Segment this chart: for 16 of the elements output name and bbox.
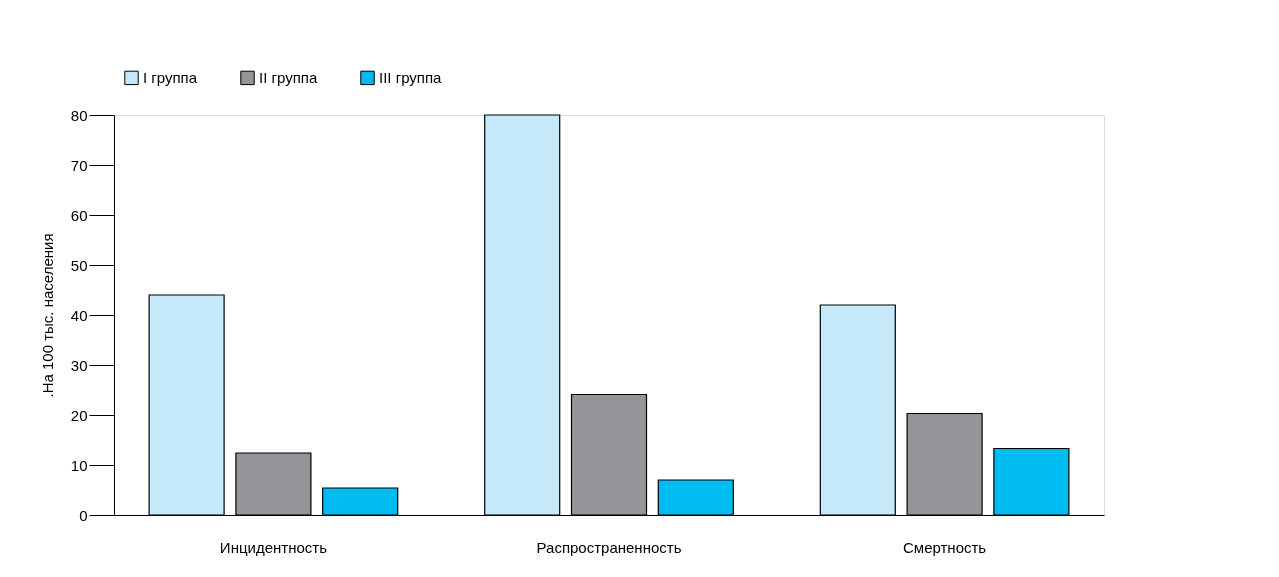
y-tick-label: 40 [70,306,88,324]
legend-label: II группа [259,68,318,86]
y-tick-label: 30 [70,356,88,374]
legend-label: I группа [143,68,198,86]
y-tick-label: 80 [70,106,88,124]
legend-label: III группа [379,68,443,86]
y-tick-label: 20 [70,406,88,424]
y-axis-title: .На 100 тыс. населения [38,233,56,398]
y-tick-label: 0 [79,506,88,524]
y-tick-label: 60 [70,206,88,224]
x-tick-label: Распространенность [536,538,682,556]
x-tick-label: Инцидентность [219,538,328,556]
y-tick-label: 50 [70,256,88,274]
y-tick-label: 70 [70,156,88,174]
x-tick-label: Смертность [903,538,987,556]
y-tick-label: 10 [70,456,88,474]
